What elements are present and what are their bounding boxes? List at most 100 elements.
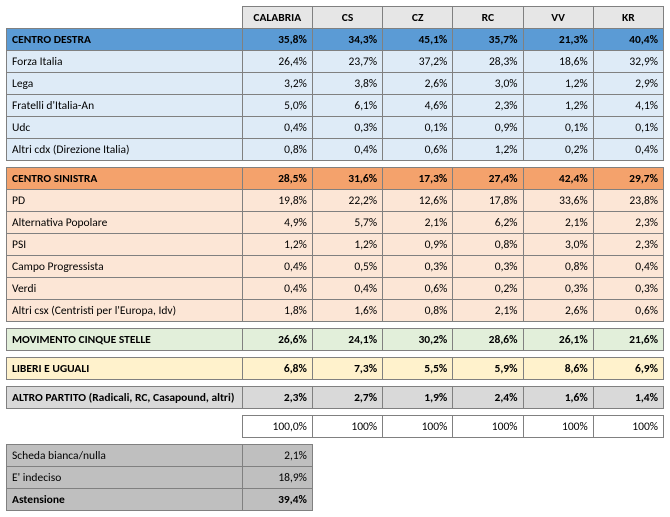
party-label: Fratelli d'Italia-An (7, 95, 243, 117)
party-value: 23,8% (593, 190, 663, 212)
party-value: 32,9% (593, 51, 663, 73)
group-header-value: 29,7% (593, 168, 663, 190)
party-value: 0,3% (312, 117, 382, 139)
party-value: 5,7% (312, 212, 382, 234)
party-value: 0,3% (383, 256, 453, 278)
single-group-value: 26,6% (242, 329, 312, 351)
single-group-value: 30,2% (383, 329, 453, 351)
party-value: 0,2% (523, 139, 593, 161)
party-value: 1,2% (453, 139, 523, 161)
party-value: 2,1% (453, 300, 523, 322)
col-header: RC (453, 7, 523, 29)
party-value: 0,3% (523, 278, 593, 300)
party-value: 0,8% (383, 300, 453, 322)
totals-value: 100% (593, 416, 663, 438)
single-group-value: 28,6% (453, 329, 523, 351)
single-group-label: MOVIMENTO CINQUE STELLE (7, 329, 243, 351)
group-header-value: 34,3% (312, 29, 382, 51)
party-value: 6,2% (453, 212, 523, 234)
group-header-value: 35,7% (453, 29, 523, 51)
single-group-value: 6,8% (242, 358, 312, 380)
single-group-value: 1,4% (593, 387, 663, 409)
party-label: Campo Progressista (7, 256, 243, 278)
col-header: CALABRIA (242, 7, 312, 29)
party-value: 1,6% (312, 300, 382, 322)
party-label: Altri cdx (Direzione Italia) (7, 139, 243, 161)
party-value: 2,3% (453, 95, 523, 117)
party-label: Udc (7, 117, 243, 139)
totals-label (7, 416, 243, 438)
poll-table: CALABRIACSCZRCVVKRCENTRO DESTRA35,8%34,3… (6, 6, 664, 511)
col-header: CZ (383, 7, 453, 29)
party-value: 23,7% (312, 51, 382, 73)
single-group-value: 2,7% (312, 387, 382, 409)
single-group-value: 26,1% (523, 329, 593, 351)
party-value: 0,6% (593, 300, 663, 322)
single-group-label: LIBERI E UGUALI (7, 358, 243, 380)
group-header-value: 17,3% (383, 168, 453, 190)
party-value: 0,8% (523, 256, 593, 278)
party-label: Lega (7, 73, 243, 95)
col-header: VV (523, 7, 593, 29)
party-value: 37,2% (383, 51, 453, 73)
party-value: 5,0% (242, 95, 312, 117)
col-header: CS (312, 7, 382, 29)
group-header-value: 31,6% (312, 168, 382, 190)
party-value: 0,4% (312, 139, 382, 161)
single-group-value: 24,1% (312, 329, 382, 351)
party-value: 0,4% (242, 256, 312, 278)
single-group-value: 21,6% (593, 329, 663, 351)
party-value: 2,6% (523, 300, 593, 322)
group-header-label: CENTRO DESTRA (7, 29, 243, 51)
party-value: 0,8% (242, 139, 312, 161)
party-label: Verdi (7, 278, 243, 300)
party-value: 0,9% (453, 117, 523, 139)
party-value: 0,5% (312, 256, 382, 278)
party-value: 0,4% (593, 256, 663, 278)
party-value: 26,4% (242, 51, 312, 73)
col-header: KR (593, 7, 663, 29)
totals-value: 100% (453, 416, 523, 438)
party-value: 0,6% (383, 139, 453, 161)
single-group-value: 7,3% (312, 358, 382, 380)
totals-value: 100% (383, 416, 453, 438)
group-header-value: 45,1% (383, 29, 453, 51)
group-header-value: 35,8% (242, 29, 312, 51)
party-value: 0,4% (593, 139, 663, 161)
group-header-value: 21,3% (523, 29, 593, 51)
party-label: Forza Italia (7, 51, 243, 73)
party-value: 3,2% (242, 73, 312, 95)
footer-label: Astensione (7, 489, 243, 511)
party-label: Alternativa Popolare (7, 212, 243, 234)
single-group-value: 1,9% (383, 387, 453, 409)
party-value: 4,6% (383, 95, 453, 117)
party-value: 19,8% (242, 190, 312, 212)
party-value: 1,8% (242, 300, 312, 322)
group-header-value: 28,5% (242, 168, 312, 190)
column-header-row: CALABRIACSCZRCVVKR (7, 7, 664, 29)
party-value: 12,6% (383, 190, 453, 212)
party-value: 0,2% (453, 278, 523, 300)
party-value: 2,9% (593, 73, 663, 95)
party-value: 4,9% (242, 212, 312, 234)
party-value: 0,3% (453, 256, 523, 278)
footer-label: Scheda bianca/nulla (7, 445, 243, 467)
party-value: 0,4% (312, 278, 382, 300)
col-header-empty (7, 7, 243, 29)
single-group-value: 8,6% (523, 358, 593, 380)
party-value: 0,3% (593, 278, 663, 300)
party-value: 0,4% (242, 117, 312, 139)
group-header-value: 27,4% (453, 168, 523, 190)
party-value: 22,2% (312, 190, 382, 212)
totals-value: 100,0% (242, 416, 312, 438)
party-value: 0,9% (383, 234, 453, 256)
group-header-value: 40,4% (593, 29, 663, 51)
single-group-value: 2,4% (453, 387, 523, 409)
footer-label: E' indeciso (7, 467, 243, 489)
party-value: 0,1% (593, 117, 663, 139)
party-label: PD (7, 190, 243, 212)
party-value: 33,6% (523, 190, 593, 212)
single-group-value: 1,6% (523, 387, 593, 409)
single-group-value: 2,3% (242, 387, 312, 409)
party-value: 18,6% (523, 51, 593, 73)
